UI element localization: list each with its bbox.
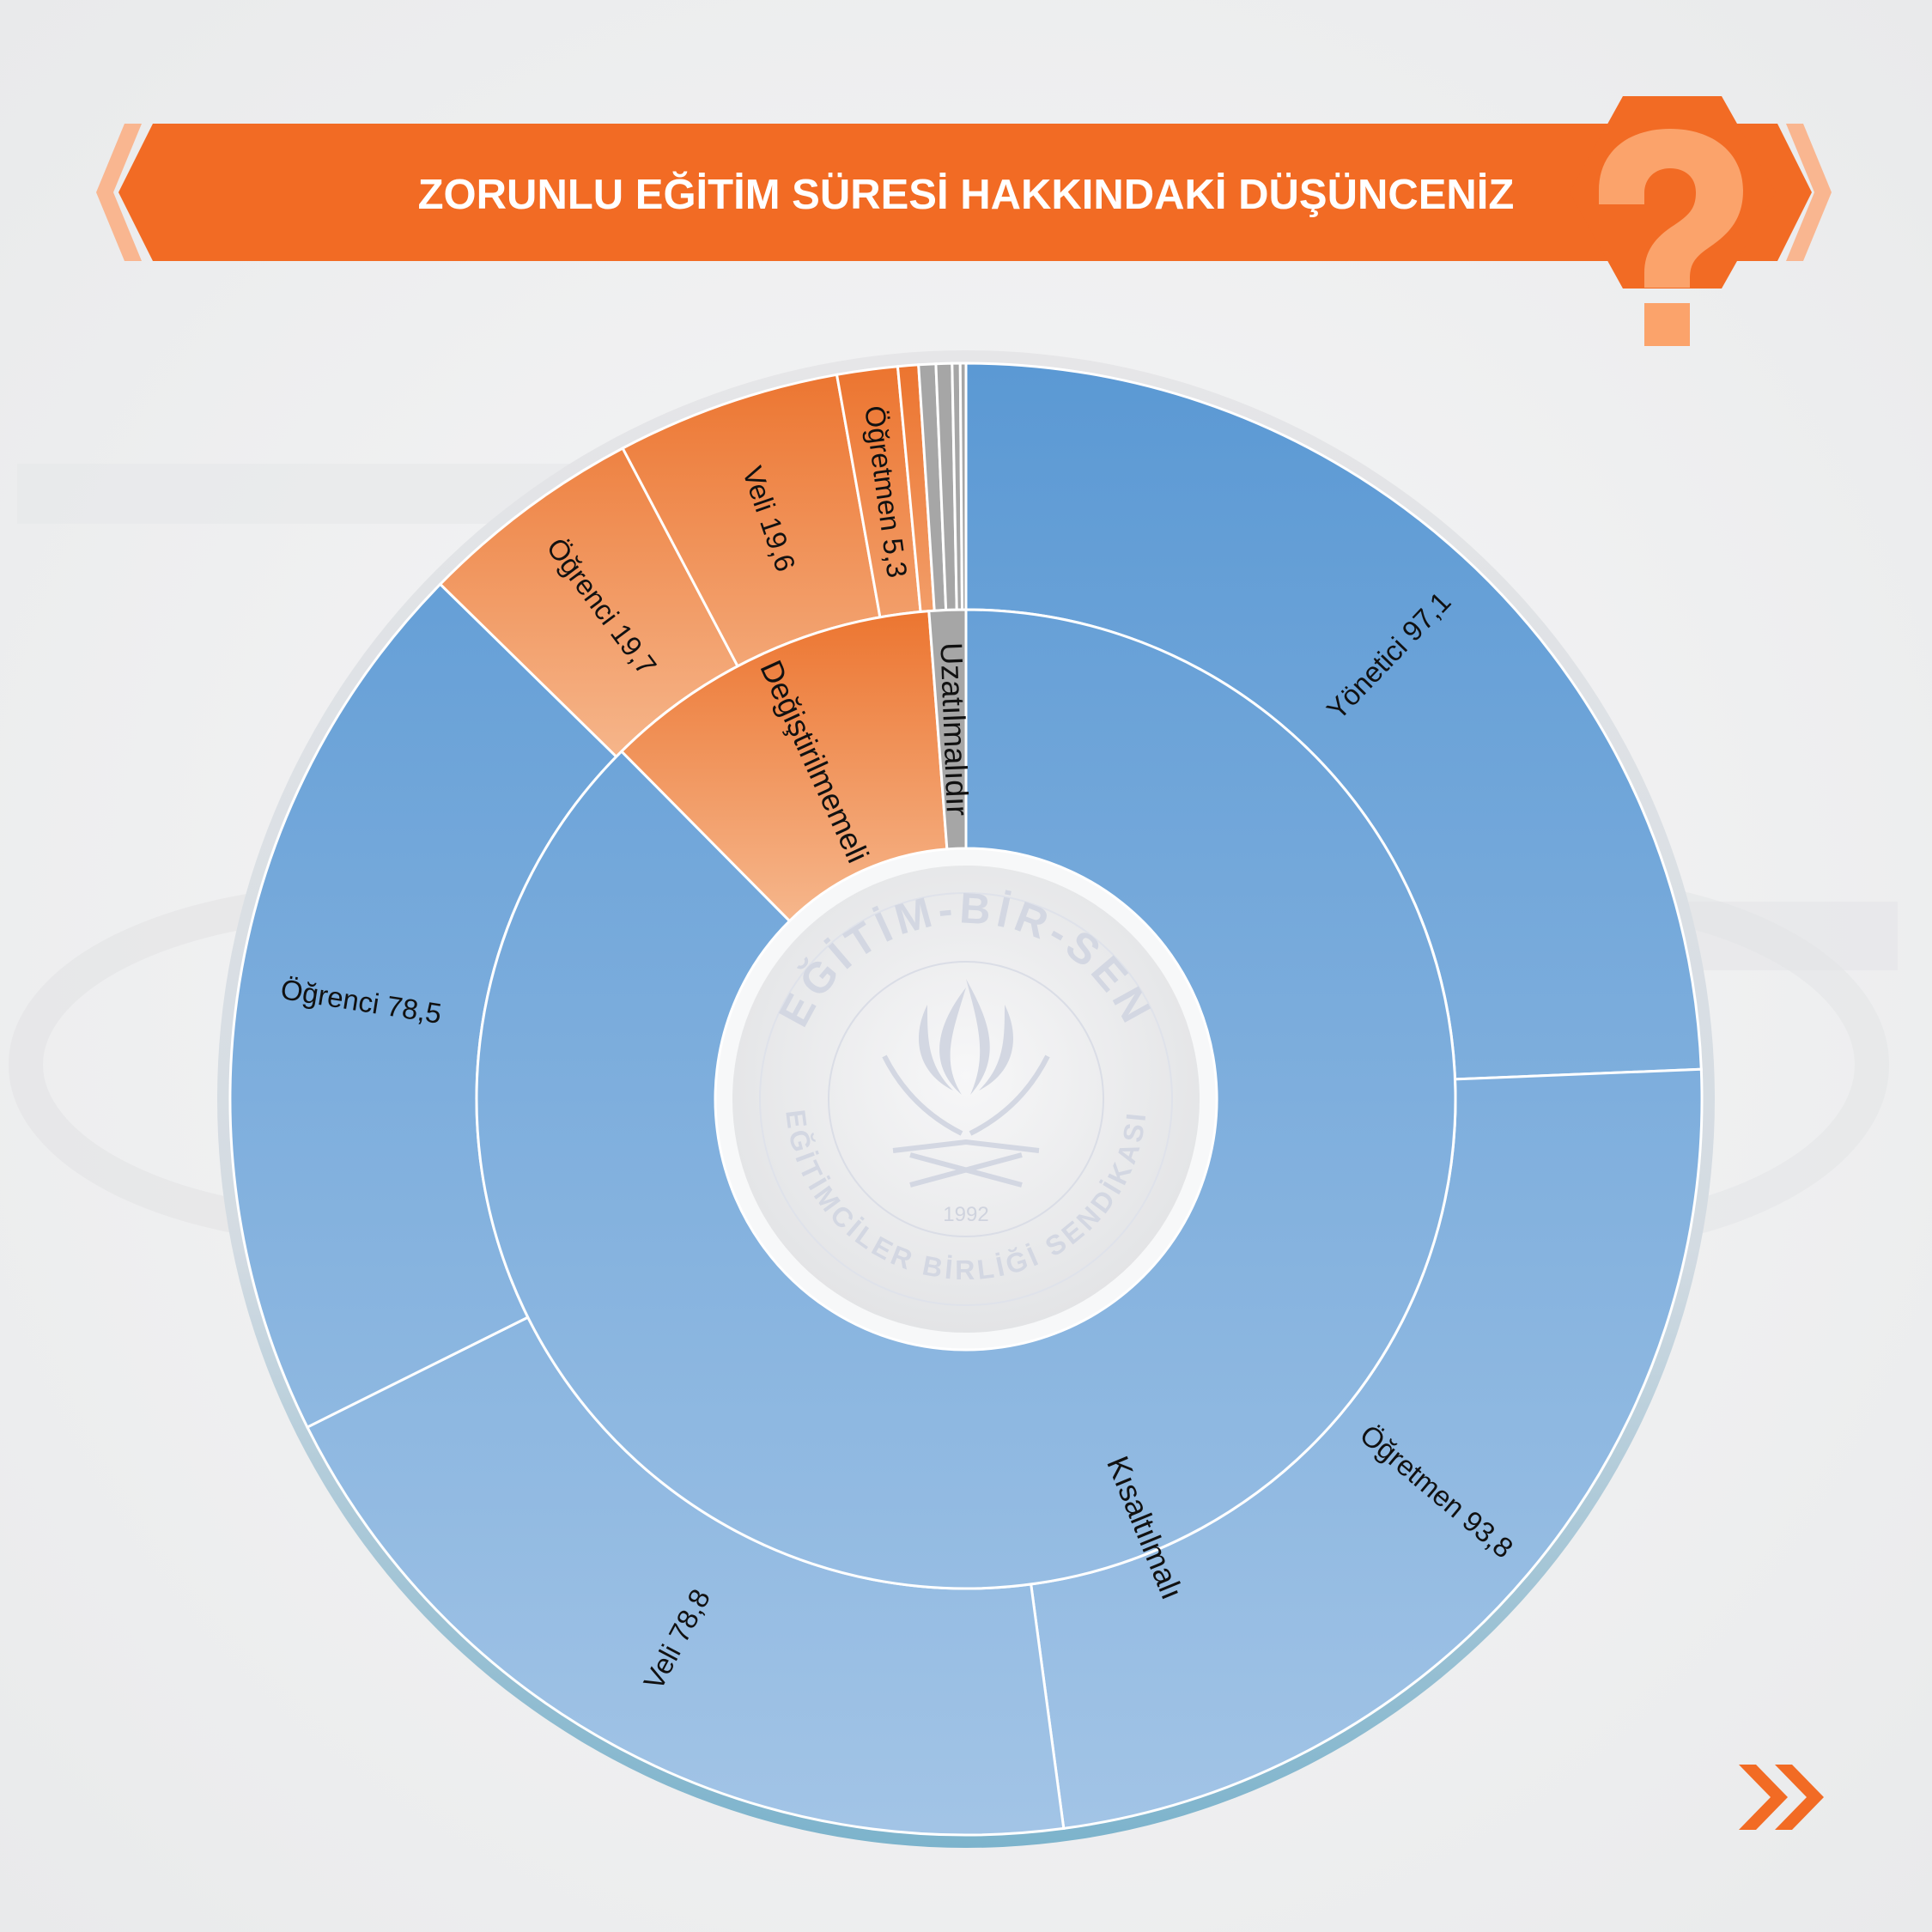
inner-ring — [475, 608, 1457, 1590]
outer-ring — [228, 361, 1704, 1837]
outer-segment-uzat-lmal-d-r-11 — [958, 361, 968, 611]
logo-year: 1992 — [943, 1203, 988, 1226]
double-chevron-right-icon[interactable] — [1739, 1765, 1824, 1830]
book-icon — [892, 1139, 1040, 1188]
title-banner: ZORUNLU EĞİTİM SÜRESİ HAKKINDAKİ DÜŞÜNCE… — [96, 96, 1832, 346]
center-logo: EĞİTİM-BİR-SEN EĞİTİMCİLER BİRLİĞİ SENDİ… — [715, 848, 1217, 1350]
flame-icon — [919, 979, 1013, 1095]
inner-uzat-lmal-d-r-label: Uzatılmalıdır — [933, 641, 975, 816]
question-mark-icon — [1599, 129, 1743, 346]
banner-title: ZORUNLU EĞİTİM SÜRESİ HAKKINDAKİ DÜŞÜNCE… — [418, 172, 1515, 218]
banner-left-chevron — [96, 124, 142, 261]
banner-body — [118, 124, 1812, 261]
wheat-icon — [882, 1054, 1050, 1136]
banner-right-chevron — [1786, 124, 1832, 261]
